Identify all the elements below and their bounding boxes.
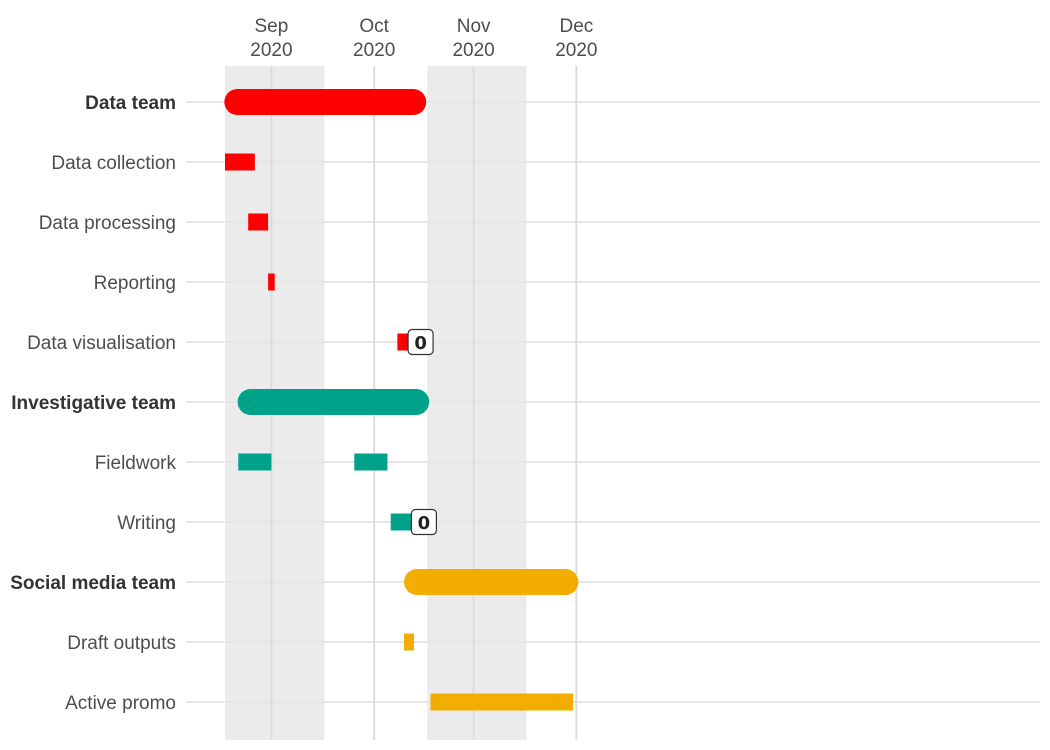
task-bar-fieldwork-2	[354, 453, 388, 471]
task-bar-fieldwork-1	[238, 453, 272, 471]
row-label-data-team: Data team	[85, 93, 176, 114]
x-tick-year-sep: 2020	[250, 40, 292, 61]
row-label-data-processing: Data processing	[39, 213, 176, 234]
task-bar-data-processing	[248, 213, 269, 231]
x-tick-month-oct: Oct	[359, 16, 389, 37]
row-label-fieldwork: Fieldwork	[95, 453, 177, 474]
group-bar-data-team	[224, 89, 427, 115]
row-label-social-media-team: Social media team	[10, 573, 176, 594]
x-axis-tick-labels: Sep 2020 Oct 2020 Nov 2020 Dec 2020	[250, 16, 597, 61]
row-label-data-collection: Data collection	[51, 153, 176, 174]
x-tick-year-oct: 2020	[353, 40, 395, 61]
group-bar-social-media-team	[404, 569, 579, 595]
x-tick-year-dec: 2020	[555, 40, 597, 61]
task-bar-data-collection	[225, 153, 255, 171]
row-label-writing: Writing	[117, 513, 176, 534]
milestone-badge-writing	[410, 508, 437, 536]
x-tick-year-nov: 2020	[452, 40, 494, 61]
row-labels: Data team Data collection Data processing R…	[10, 93, 176, 714]
row-label-active-promo: Active promo	[65, 693, 176, 714]
row-label-reporting: Reporting	[94, 273, 176, 294]
task-bar-reporting	[268, 273, 275, 291]
bars-layer	[224, 89, 579, 711]
task-bar-draft-outputs	[404, 633, 414, 651]
x-tick-month-dec: Dec	[559, 16, 593, 37]
row-label-data-visualisation: Data visualisation	[27, 333, 176, 354]
x-tick-month-nov: Nov	[457, 16, 491, 37]
task-bar-active-promo	[430, 693, 574, 711]
milestone-badge-text-writing: 0	[418, 513, 431, 534]
row-label-investigative-team: Investigative team	[11, 393, 176, 414]
milestone-badge-text-data-visualisation: 0	[414, 333, 427, 354]
milestone-badge-data-visualisation	[407, 328, 434, 356]
x-tick-month-sep: Sep	[255, 16, 289, 37]
row-label-draft-outputs: Draft outputs	[67, 633, 176, 654]
badges-layer: 00	[407, 328, 437, 536]
group-bar-investigative-team	[237, 389, 430, 415]
